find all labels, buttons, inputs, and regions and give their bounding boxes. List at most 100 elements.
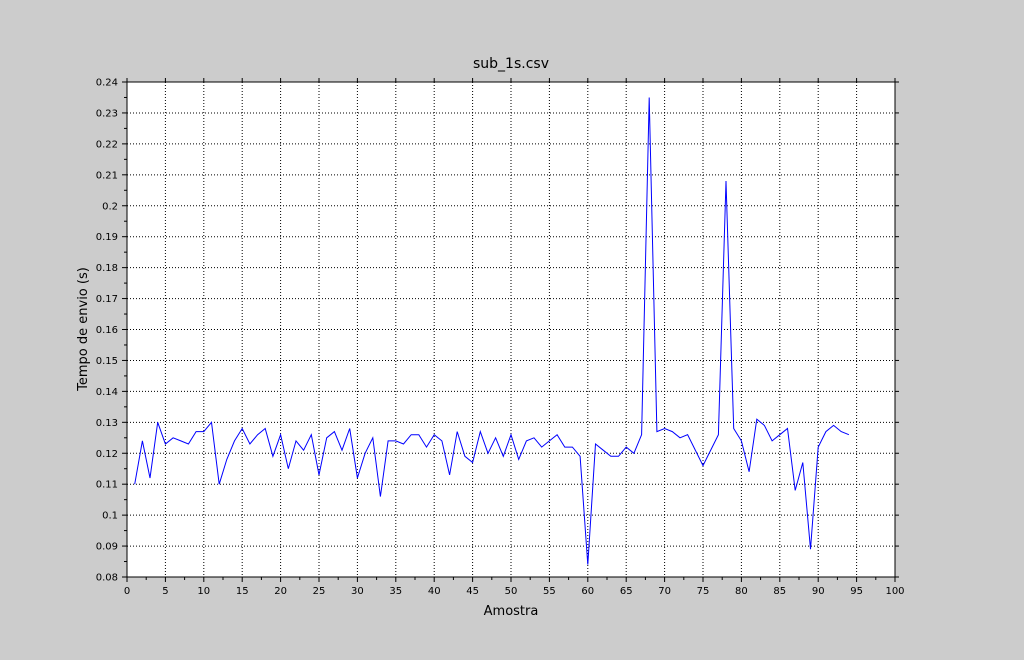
data-point: [173, 437, 174, 438]
data-point: [818, 447, 819, 448]
x-tick-label: 10: [197, 586, 210, 597]
data-point: [487, 453, 488, 454]
x-tick-label: 20: [274, 586, 287, 597]
data-point: [572, 447, 573, 448]
data-point: [587, 564, 588, 565]
data-point: [441, 440, 442, 441]
data-point: [795, 490, 796, 491]
data-point: [426, 447, 427, 448]
data-point: [242, 428, 243, 429]
data-point: [564, 447, 565, 448]
data-point: [802, 462, 803, 463]
x-axis-label: Amostra: [484, 604, 539, 619]
data-point: [472, 462, 473, 463]
data-point: [741, 440, 742, 441]
data-point: [533, 437, 534, 438]
data-point: [733, 428, 734, 429]
data-point: [687, 434, 688, 435]
x-tick-label: 75: [697, 586, 710, 597]
x-tick-label: 30: [351, 586, 364, 597]
y-tick-label: 0.12: [96, 449, 118, 460]
data-point: [833, 425, 834, 426]
data-point: [288, 468, 289, 469]
y-tick-label: 0.19: [96, 232, 118, 243]
y-tick-labels: 0.08 0.09 0.1 0.11 0.12 0.13 0.14 0.15 0.16 0.17 0…: [96, 78, 118, 584]
data-point: [510, 434, 511, 435]
data-point: [718, 434, 719, 435]
y-tick-label: 0.09: [96, 542, 118, 553]
data-point: [756, 419, 757, 420]
data-point: [403, 443, 404, 444]
data-point: [257, 434, 258, 435]
data-point: [357, 477, 358, 478]
data-point: [702, 465, 703, 466]
x-tick-label: 45: [466, 586, 479, 597]
data-point: [234, 440, 235, 441]
data-point: [188, 443, 189, 444]
data-point: [672, 431, 673, 432]
y-tick-label: 0.11: [96, 480, 118, 491]
data-point: [641, 434, 642, 435]
x-tick-label: 95: [850, 586, 863, 597]
y-axis-label: Tempo de envio (s): [76, 267, 91, 392]
data-point: [449, 474, 450, 475]
data-point: [580, 456, 581, 457]
data-point: [349, 428, 350, 429]
x-tick-label: 5: [162, 586, 168, 597]
gridlines: [127, 82, 895, 577]
data-point: [372, 437, 373, 438]
data-point: [480, 431, 481, 432]
data-point: [633, 453, 634, 454]
data-point: [595, 443, 596, 444]
data-point: [749, 471, 750, 472]
series-line: [134, 97, 850, 565]
data-point: [626, 447, 627, 448]
chart-title: sub_1s.csv: [473, 56, 549, 72]
x-tick-label: 100: [885, 586, 904, 597]
y-tick-label: 0.22: [96, 139, 118, 150]
y-tick-label: 0.24: [96, 78, 118, 89]
y-tick-label: 0.17: [96, 294, 118, 305]
y-tick-label: 0.14: [96, 387, 118, 398]
data-point: [549, 440, 550, 441]
data-point: [772, 440, 773, 441]
data-point: [518, 459, 519, 460]
data-point: [196, 431, 197, 432]
data-point: [311, 434, 312, 435]
x-tick-label: 80: [735, 586, 748, 597]
data-point: [226, 459, 227, 460]
y-tick-label: 0.16: [96, 325, 118, 336]
data-point: [211, 422, 212, 423]
data-point: [249, 443, 250, 444]
x-tick-label: 0: [124, 586, 130, 597]
data-point: [557, 434, 558, 435]
data-point: [134, 484, 135, 485]
data-point: [295, 440, 296, 441]
data-point: [649, 97, 650, 98]
data-point: [280, 434, 281, 435]
data-point: [656, 431, 657, 432]
data-point: [603, 450, 604, 451]
x-tick-label: 70: [658, 586, 671, 597]
y-tick-label: 0.08: [96, 573, 118, 584]
data-point: [142, 440, 143, 441]
x-tick-label: 85: [773, 586, 786, 597]
data-point: [618, 456, 619, 457]
data-point: [764, 425, 765, 426]
y-tick-label: 0.15: [96, 356, 118, 367]
data-point: [810, 549, 811, 550]
data-point: [679, 437, 680, 438]
data-point: [503, 456, 504, 457]
data-point: [725, 180, 726, 181]
y-tick-label: 0.21: [96, 170, 118, 181]
data-point: [411, 434, 412, 435]
data-point: [219, 484, 220, 485]
x-tick-label: 15: [236, 586, 249, 597]
data-point: [272, 456, 273, 457]
data-point: [395, 440, 396, 441]
y-tick-label: 0.23: [96, 108, 118, 119]
x-tick-label: 25: [313, 586, 326, 597]
y-tick-label: 0.13: [96, 418, 118, 429]
data-point: [787, 428, 788, 429]
